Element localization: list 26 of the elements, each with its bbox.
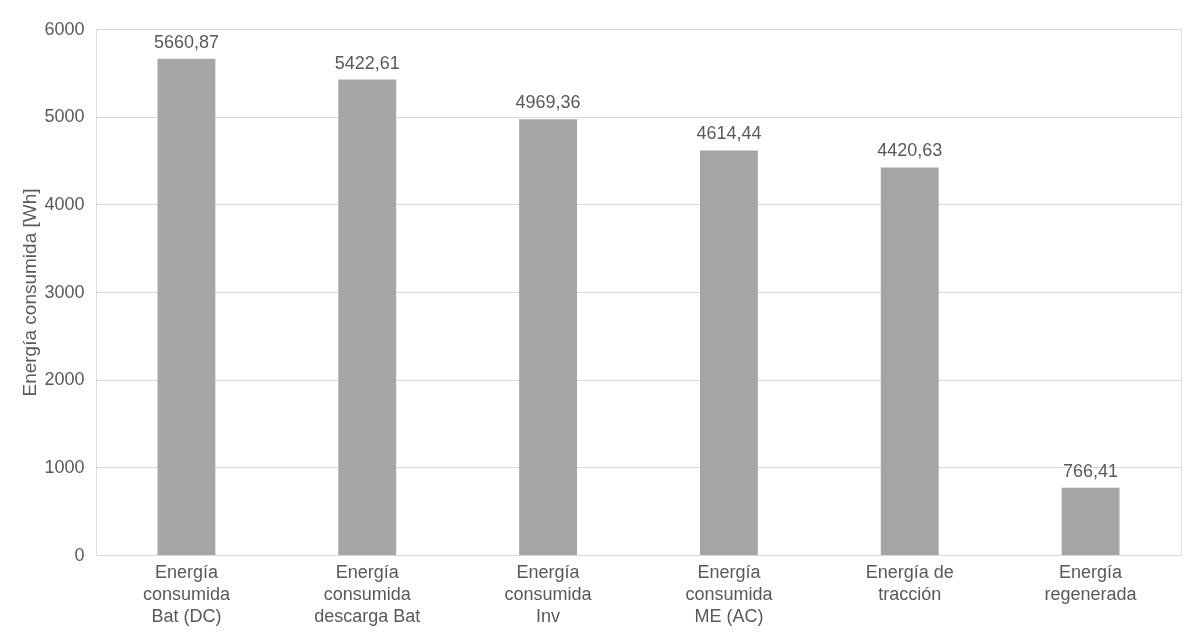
data-label: 4614,44 <box>696 123 762 144</box>
bar <box>157 58 216 555</box>
data-label: 5422,61 <box>334 52 400 73</box>
y-tick-label: 4000 <box>44 193 85 214</box>
x-tick-label: Energía consumida Bat (DC) <box>142 561 231 626</box>
y-tick-label: 5000 <box>44 106 85 127</box>
y-axis-title: Energía consumida [Wh] <box>19 188 41 397</box>
y-tick-label: 6000 <box>44 18 85 39</box>
x-tick-label: Energía consumida descarga Bat <box>314 561 421 626</box>
bar <box>699 150 758 555</box>
y-tick-label: 2000 <box>44 369 85 390</box>
y-tick-label: 1000 <box>44 456 85 477</box>
data-label: 5660,87 <box>153 31 219 52</box>
bar <box>880 167 939 555</box>
y-tick-label: 3000 <box>44 281 85 302</box>
data-label: 4420,63 <box>877 140 943 161</box>
bar <box>1061 487 1120 555</box>
bar <box>519 119 578 555</box>
x-tick-label: Energía consumida Inv <box>504 561 593 626</box>
x-tick-label: Energía consumida ME (AC) <box>685 561 774 626</box>
x-tick-label: Energía de tracción <box>865 561 954 604</box>
y-tick-label: 0 <box>74 544 85 565</box>
x-tick-label: Energía regenerada <box>1044 561 1138 604</box>
bar <box>338 79 397 555</box>
data-label: 766,41 <box>1063 460 1119 481</box>
data-label: 4969,36 <box>515 92 581 113</box>
